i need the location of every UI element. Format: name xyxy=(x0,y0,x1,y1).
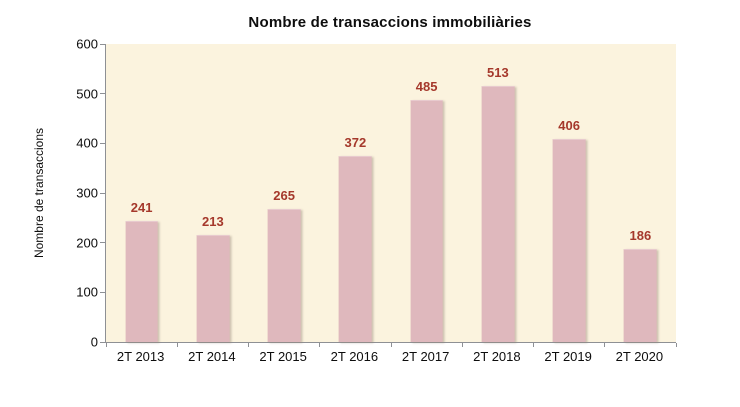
x-tick-label: 2T 2018 xyxy=(473,349,521,364)
y-axis-title-wrap: Nombre de transaccions xyxy=(30,44,48,342)
x-tick-label: 2T 2013 xyxy=(116,349,165,364)
x-tick-mark xyxy=(176,343,178,347)
bar xyxy=(623,248,657,342)
y-tick-label: 300 xyxy=(76,185,98,201)
bar xyxy=(267,209,301,342)
bar xyxy=(481,86,515,342)
y-axis-ticks: 0 100 200 300 400 500 600 xyxy=(58,38,98,349)
x-tick-mark xyxy=(675,343,677,347)
bar-slot: 513 xyxy=(462,44,533,342)
y-tick-label: 500 xyxy=(76,86,98,102)
plot-area: 241 213 265 372 485 513 406 186 xyxy=(100,43,677,347)
x-tick-mark xyxy=(248,343,249,347)
bars-container: 241 213 265 372 485 513 406 186 xyxy=(106,44,676,342)
bar xyxy=(410,100,444,342)
y-tick-mark xyxy=(100,93,105,95)
bar-slot: 406 xyxy=(534,44,605,342)
bar-value-label: 372 xyxy=(344,135,367,151)
y-tick-mark xyxy=(100,43,105,45)
y-tick-mark xyxy=(100,242,105,244)
y-tick-mark xyxy=(100,341,105,343)
bar-value-label: 241 xyxy=(130,200,153,216)
y-tick-mark xyxy=(100,291,105,293)
x-axis-labels: 2T 2013 2T 2014 2T 2015 2T 2016 2T 2017 2T 20… xyxy=(105,349,675,364)
y-tick-label: 100 xyxy=(76,284,98,300)
y-tick-mark xyxy=(100,142,105,144)
bar-slot: 485 xyxy=(391,44,462,342)
x-tick-label: 2T 2016 xyxy=(330,349,379,364)
bar-value-label: 485 xyxy=(415,79,438,95)
bar xyxy=(196,235,230,342)
bar-value-label: 265 xyxy=(273,188,295,204)
bar-slot: 241 xyxy=(106,44,177,342)
bar-value-label: 186 xyxy=(629,227,652,243)
y-tick-label: 600 xyxy=(76,36,98,52)
chart-title: Nombre de transaccions immobiliàries xyxy=(248,14,532,31)
bar xyxy=(552,139,586,342)
bar-value-label: 513 xyxy=(487,65,509,81)
x-tick-label: 2T 2019 xyxy=(544,349,592,364)
bar xyxy=(338,156,372,342)
x-tick-label: 2T 2020 xyxy=(615,349,664,364)
y-tick-mark xyxy=(100,192,105,194)
y-axis-label: Nombre de transaccions xyxy=(32,127,46,259)
bar-slot: 186 xyxy=(605,44,676,342)
y-tick-label: 400 xyxy=(76,135,98,151)
x-tick-mark xyxy=(461,343,463,347)
x-tick-label: 2T 2014 xyxy=(188,349,236,364)
bar-slot: 265 xyxy=(249,44,320,342)
y-tick-label: 0 xyxy=(90,334,98,350)
x-tick-mark xyxy=(319,343,321,347)
y-tick-label: 200 xyxy=(76,235,98,251)
x-tick-mark xyxy=(105,343,107,347)
bar-slot: 213 xyxy=(177,44,248,342)
x-tick-mark xyxy=(604,343,606,347)
bar xyxy=(125,221,159,342)
bar-slot: 372 xyxy=(320,44,391,342)
bar-value-label: 213 xyxy=(202,214,224,230)
bar-value-label: 406 xyxy=(558,118,580,134)
x-tick-mark xyxy=(533,343,534,347)
x-tick-label: 2T 2017 xyxy=(401,349,450,364)
x-tick-mark xyxy=(390,343,392,347)
x-tick-label: 2T 2015 xyxy=(259,349,307,364)
